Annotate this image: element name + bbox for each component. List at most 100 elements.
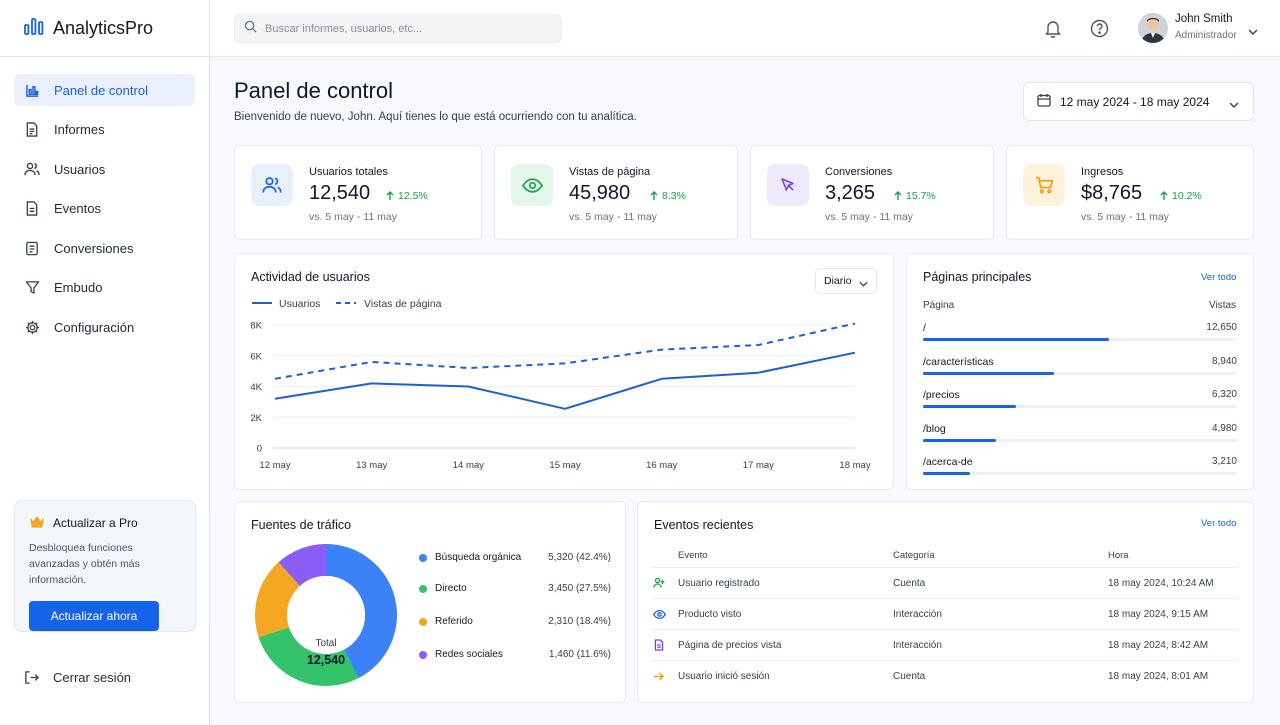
traffic-title: Fuentes de tráfico: [251, 518, 352, 532]
users-icon: [24, 161, 40, 177]
kpi-delta: 10.2%: [1160, 190, 1202, 202]
donut-slice[interactable]: [278, 544, 326, 586]
kpi-label: Conversiones: [825, 166, 893, 178]
period-select[interactable]: Diario: [815, 268, 877, 294]
sidebar-item-embudo[interactable]: Embudo: [14, 272, 195, 304]
date-range-text: 12 may 2024 - 18 may 2024: [1060, 94, 1210, 109]
kpi-compare: vs. 5 may - 11 may: [309, 211, 397, 223]
top-pages-title: Páginas principales: [923, 270, 1032, 284]
column-header-views: Vistas: [1209, 300, 1237, 311]
top-page-path[interactable]: /blog: [923, 422, 946, 435]
help-icon[interactable]: [1090, 19, 1109, 43]
x-tick-label: 18 may: [839, 460, 870, 471]
arrow-up-icon: [1160, 191, 1168, 200]
traffic-legend-item: Redes sociales 1,460 (11.6%): [419, 649, 611, 660]
donut-slice[interactable]: [326, 544, 398, 679]
traffic-source-name: Referido: [435, 616, 473, 627]
top-page-path[interactable]: /: [923, 322, 926, 334]
upgrade-now-button[interactable]: Actualizar ahora: [29, 601, 159, 631]
chevron-down-icon[interactable]: [1248, 22, 1258, 40]
top-page-bar-track: [923, 405, 1237, 408]
bar-chart-icon: [24, 82, 40, 98]
cart-icon: [1023, 164, 1065, 206]
logout-button[interactable]: Cerrar sesión: [24, 670, 131, 685]
avatar[interactable]: [1138, 13, 1168, 43]
topbar: John Smith Administrador: [210, 0, 1280, 57]
page-title: Panel de control: [234, 78, 393, 103]
top-page-bar-track: [923, 338, 1237, 341]
event-category: Cuenta: [893, 671, 926, 682]
event-category: Interacción: [893, 640, 942, 651]
table-row[interactable]: Producto visto Interacción 18 may 2024, …: [652, 598, 1238, 629]
sidebar-item-panel-de-control[interactable]: Panel de control: [14, 74, 195, 106]
activity-line-chart: Usuarios Vistas de página 0 2K 4K 6K 8K 12 ma…: [250, 298, 870, 471]
table-row[interactable]: Usuario registrado Cuenta 18 may 2024, 1…: [652, 567, 1238, 598]
sidebar-item-informes[interactable]: Informes: [14, 114, 195, 146]
event-category: Interacción: [893, 609, 942, 620]
donut-total-value: 12,540: [307, 653, 345, 667]
table-row[interactable]: Usuario inició sesión Cuenta 18 may 2024…: [652, 660, 1238, 691]
y-tick-label: 4K: [250, 382, 262, 393]
event-time: 18 may 2024, 10:24 AM: [1108, 578, 1214, 589]
users-icon: [251, 164, 293, 206]
kpi-card-ingresos: Ingresos $8,765 10.2% vs. 5 may - 11 may: [1006, 145, 1254, 240]
upgrade-card: Actualizar a Pro Desbloquea funciones av…: [14, 500, 196, 632]
top-page-path[interactable]: /precios: [923, 389, 960, 401]
search-icon: [244, 20, 257, 38]
top-page-path[interactable]: /acerca-de: [923, 456, 973, 468]
cursor-icon: [767, 164, 809, 206]
traffic-legend-item: Referido 2,310 (18.4%): [419, 616, 611, 627]
donut-slice[interactable]: [258, 627, 359, 687]
app-name: AnalyticsPro: [53, 17, 154, 38]
top-page-views: 12,650: [1206, 322, 1237, 333]
table-row[interactable]: Página de precios vista Interacción 18 m…: [652, 629, 1238, 660]
kpi-delta: 8.3%: [650, 190, 686, 202]
sidebar-item-eventos[interactable]: Eventos: [14, 193, 195, 225]
y-tick-label: 0: [257, 444, 262, 455]
upgrade-description: Desbloquea funciones avanzadas y obtén m…: [29, 542, 140, 586]
kpi-label: Vistas de página: [569, 166, 651, 178]
sidebar-item-label: Eventos: [54, 201, 101, 217]
clipboard-icon: [24, 240, 40, 256]
sidebar-item-usuarios[interactable]: Usuarios: [14, 153, 195, 185]
kpi-card-vistas: Vistas de página 45,980 8.3% vs. 5 may -…: [494, 145, 738, 240]
event-time: 18 may 2024, 8:01 AM: [1108, 671, 1209, 682]
arrow-up-icon: [894, 191, 902, 200]
traffic-source-name: Búsqueda orgánica: [435, 552, 522, 563]
x-tick-label: 13 may: [356, 460, 387, 471]
traffic-source-value: 3,450 (27.5%): [548, 583, 611, 594]
top-pages-view-all-link[interactable]: Ver todo: [1201, 272, 1237, 283]
sidebar-item-label: Informes: [54, 122, 105, 138]
traffic-legend-item: Directo 3,450 (27.5%): [419, 583, 611, 594]
document-icon: [24, 122, 40, 138]
recent-events-card: Eventos recientes Ver todo Evento Catego…: [637, 501, 1254, 703]
top-page-views: 6,320: [1211, 389, 1237, 400]
search-box[interactable]: [234, 14, 562, 43]
donut-total-label: Total: [315, 638, 336, 649]
date-range-picker[interactable]: 12 may 2024 - 18 may 2024: [1023, 82, 1254, 121]
eye-icon: [511, 164, 553, 206]
sidebar-item-conversiones[interactable]: Conversiones: [14, 232, 195, 264]
top-pages-card: Páginas principales Ver todo Página Vist…: [906, 253, 1254, 490]
legend-label-vistas: Vistas de página: [364, 298, 442, 310]
y-tick-label: 2K: [250, 413, 262, 424]
traffic-source-name: Directo: [435, 583, 467, 594]
top-page-views: 4,980: [1211, 422, 1237, 434]
event-name: Producto visto: [678, 609, 742, 620]
search-input[interactable]: [265, 22, 545, 35]
kpi-value: 3,265: [825, 182, 876, 204]
sidebar-item-configuracion[interactable]: Configuración: [14, 312, 195, 344]
donut-slice[interactable]: [254, 562, 300, 638]
bell-icon[interactable]: [1044, 19, 1062, 43]
arrow-up-icon: [650, 191, 658, 200]
activity-title: Actividad de usuarios: [251, 270, 370, 284]
logo-bars-icon: [24, 17, 44, 40]
kpi-compare: vs. 5 may - 11 may: [569, 211, 657, 223]
top-page-path[interactable]: /características: [923, 355, 994, 368]
brand[interactable]: AnalyticsPro: [0, 0, 209, 57]
logout-label: Cerrar sesión: [53, 670, 132, 685]
top-page-bar-track: [923, 472, 1237, 475]
eye-icon: [652, 607, 666, 621]
events-view-all-link[interactable]: Ver todo: [1201, 518, 1237, 529]
y-tick-label: 8K: [250, 321, 262, 332]
